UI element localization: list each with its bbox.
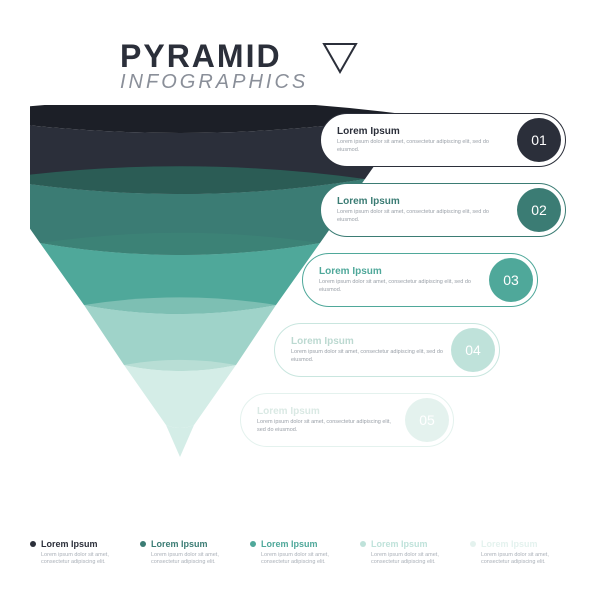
callout: Lorem Ipsum Lorem ipsum dolor sit amet, c… [320, 113, 566, 167]
callout-title: Lorem Ipsum [257, 406, 397, 417]
header: PYRAMID INFOGRAPHICS [120, 38, 308, 94]
legend-item: Lorem Ipsum Lorem ipsum dolor sit amet, c… [30, 539, 130, 566]
title-main: PYRAMID [120, 38, 308, 75]
infographic-canvas: Lorem Ipsum Lorem ipsum dolor sit amet, c… [30, 105, 570, 485]
callout-desc: Lorem ipsum dolor sit amet, consectetur … [319, 279, 481, 293]
legend-label: Lorem Ipsum [41, 539, 98, 549]
callout: Lorem Ipsum Lorem ipsum dolor sit amet, c… [240, 393, 454, 447]
legend-label: Lorem Ipsum [151, 539, 208, 549]
legend-item: Lorem Ipsum Lorem ipsum dolor sit amet, c… [470, 539, 570, 566]
legend-dot-icon [360, 541, 366, 547]
callout-desc: Lorem ipsum dolor sit amet, consectetur … [337, 209, 509, 223]
callout-number: 02 [517, 188, 561, 232]
legend-dot-icon [140, 541, 146, 547]
callout-number: 05 [405, 398, 449, 442]
legend-label: Lorem Ipsum [371, 539, 428, 549]
funnel-tip [166, 425, 194, 457]
callout-number: 04 [451, 328, 495, 372]
callout-desc: Lorem ipsum dolor sit amet, consectetur … [291, 349, 443, 363]
callout-title: Lorem Ipsum [337, 196, 509, 207]
title-sub: INFOGRAPHICS [120, 71, 308, 94]
legend-item: Lorem Ipsum Lorem ipsum dolor sit amet, c… [140, 539, 240, 566]
callout-title: Lorem Ipsum [319, 266, 481, 277]
callout-number: 03 [489, 258, 533, 302]
legend-desc: Lorem ipsum dolor sit amet, consectetur … [371, 552, 460, 566]
callout-title: Lorem Ipsum [337, 126, 509, 137]
callout-title: Lorem Ipsum [291, 336, 443, 347]
callout-desc: Lorem ipsum dolor sit amet, consectetur … [337, 139, 509, 153]
legend-desc: Lorem ipsum dolor sit amet, consectetur … [151, 552, 240, 566]
triangle-icon [322, 42, 358, 74]
legend-label: Lorem Ipsum [481, 539, 538, 549]
callout-number: 01 [517, 118, 561, 162]
legend-item: Lorem Ipsum Lorem ipsum dolor sit amet, c… [360, 539, 460, 566]
legend-desc: Lorem ipsum dolor sit amet, consectetur … [481, 552, 570, 566]
legend-dot-icon [250, 541, 256, 547]
legend-dot-icon [30, 541, 36, 547]
legend: Lorem Ipsum Lorem ipsum dolor sit amet, c… [30, 539, 570, 566]
legend-dot-icon [470, 541, 476, 547]
callout: Lorem Ipsum Lorem ipsum dolor sit amet, c… [320, 183, 566, 237]
funnel-layer [124, 365, 236, 428]
legend-label: Lorem Ipsum [261, 539, 318, 549]
callout-desc: Lorem ipsum dolor sit amet, consectetur … [257, 419, 397, 433]
callout: Lorem Ipsum Lorem ipsum dolor sit amet, c… [302, 253, 538, 307]
legend-item: Lorem Ipsum Lorem ipsum dolor sit amet, c… [250, 539, 350, 566]
legend-desc: Lorem ipsum dolor sit amet, consectetur … [261, 552, 350, 566]
callout: Lorem Ipsum Lorem ipsum dolor sit amet, c… [274, 323, 500, 377]
legend-desc: Lorem ipsum dolor sit amet, consectetur … [41, 552, 130, 566]
